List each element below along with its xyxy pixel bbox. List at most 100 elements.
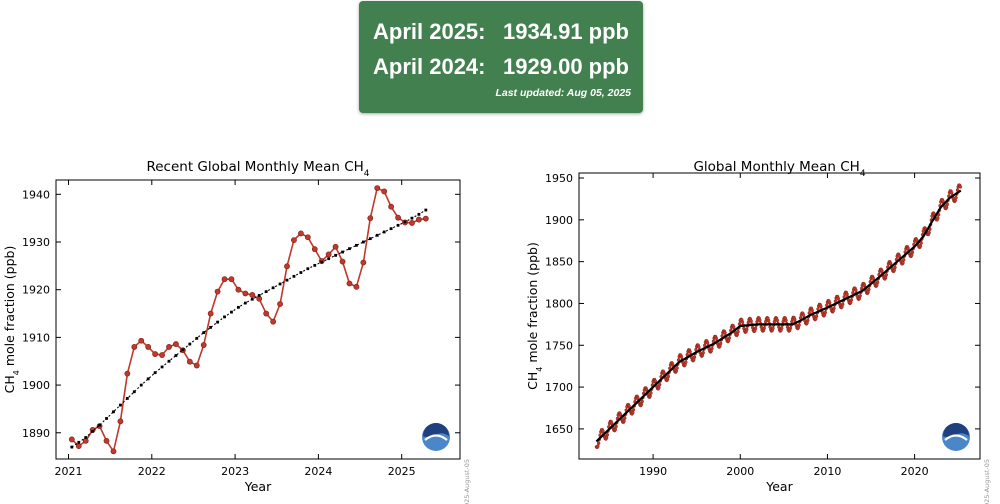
- trend-point: [84, 436, 88, 439]
- monthly-mean-point: [806, 318, 810, 323]
- monthly-mean-point: [858, 294, 862, 298]
- y-tick-label: 1850: [545, 256, 573, 269]
- trend-point: [306, 267, 310, 271]
- trend-point: [299, 271, 303, 274]
- monthly-mean-point: [193, 362, 200, 369]
- monthly-mean-point: [214, 288, 221, 295]
- monthly-mean-point: [675, 366, 679, 370]
- monthly-mean-point: [892, 268, 896, 272]
- chart-title-subscript: 4: [364, 169, 370, 179]
- trend-point: [119, 403, 122, 407]
- trend-point: [105, 417, 108, 420]
- x-tick-label: 1990: [639, 465, 667, 478]
- y-axis-label: CH4 mole fraction (ppb): [525, 242, 544, 390]
- trend-point: [237, 305, 240, 309]
- trend-point: [209, 325, 213, 329]
- monthly-mean-point: [665, 377, 670, 381]
- x-tick-label: 2024: [304, 465, 332, 478]
- monthly-mean-point: [902, 258, 906, 262]
- trend-point: [77, 440, 81, 444]
- monthly-mean-point: [605, 433, 610, 437]
- noaa-logo-sky: [943, 423, 969, 438]
- y-axis-label-text: mole fraction (ppb): [525, 242, 540, 366]
- x-tick-label: 2010: [813, 465, 841, 478]
- monthly-mean-point: [801, 313, 806, 317]
- y-tick-label: 1940: [22, 188, 50, 201]
- monthly-mean-point: [692, 355, 697, 359]
- monthly-mean-point: [639, 402, 644, 407]
- monthly-mean-point: [622, 419, 626, 423]
- y-tick-label: 1950: [545, 172, 573, 185]
- monthly-mean-point: [684, 360, 688, 364]
- trend-point: [327, 257, 331, 261]
- date-stamp: 2025-August-05: [463, 459, 471, 504]
- monthly-mean-point: [727, 336, 732, 340]
- monthly-mean-point: [666, 374, 671, 379]
- latest-value-banner: April 2025: 1934.91 ppb April 2024: 1929…: [359, 1, 643, 113]
- monthly-mean-point: [755, 320, 759, 324]
- chart-title-text: Global Monthly Mean CH: [693, 159, 859, 175]
- monthly-mean-point: [242, 290, 249, 297]
- monthly-mean-point: [701, 351, 705, 355]
- monthly-mean-point: [152, 351, 159, 357]
- y-axis-label-text: CH: [525, 372, 540, 390]
- monthly-mean-point: [849, 298, 854, 302]
- trend-point: [125, 397, 129, 400]
- monthly-mean-point: [910, 253, 914, 257]
- monthly-mean-point: [75, 443, 82, 450]
- monthly-mean-point: [945, 202, 950, 207]
- trend-point: [153, 371, 157, 375]
- trend-point: [410, 216, 414, 220]
- monthly-mean-point: [779, 326, 784, 330]
- monthly-mean-point: [124, 370, 131, 377]
- monthly-mean-point: [138, 337, 145, 344]
- y-tick-label: 1910: [22, 331, 50, 344]
- monthly-mean-point: [949, 191, 954, 195]
- monthly-mean-line: [71, 186, 426, 454]
- monthly-mean-point: [762, 326, 766, 330]
- current-month-value: 1934.91 ppb: [503, 19, 629, 44]
- monthly-mean-point: [688, 350, 692, 354]
- monthly-mean-point: [614, 424, 618, 429]
- monthly-mean-point: [649, 391, 653, 395]
- trend-point: [91, 429, 95, 433]
- monthly-mean-point: [339, 258, 346, 265]
- trend-point: [167, 359, 171, 363]
- trend-point: [361, 240, 365, 244]
- monthly-mean-point: [788, 326, 793, 330]
- trend-point: [341, 250, 344, 254]
- monthly-mean-point: [893, 265, 897, 270]
- trend-point: [375, 233, 379, 237]
- monthly-mean-point: [841, 302, 845, 306]
- monthly-mean-point: [270, 318, 277, 325]
- monthly-mean-point: [277, 301, 283, 307]
- monthly-mean-point: [374, 185, 381, 192]
- trend-point: [389, 227, 393, 231]
- trend-point: [334, 253, 337, 257]
- trend-point: [112, 410, 115, 414]
- monthly-mean-point: [866, 290, 870, 294]
- previous-year-label: April 2024:: [373, 54, 486, 79]
- trend-point: [181, 348, 185, 352]
- trend-point: [223, 315, 226, 319]
- trend-point: [160, 365, 164, 369]
- monthly-mean-point: [784, 318, 788, 323]
- monthly-mean-point: [325, 251, 332, 258]
- monthly-mean-point: [82, 437, 89, 444]
- recent-ch4-chart: 2021 2022 2023 2024 2025 1890 1900 1910 1920 1930…: [2, 159, 471, 504]
- trend-point: [146, 377, 150, 381]
- monthly-mean-point: [623, 416, 627, 420]
- monthly-mean-point: [596, 441, 601, 445]
- trend-point: [355, 243, 358, 247]
- monthly-mean-point: [381, 188, 388, 195]
- monthly-mean-point: [332, 243, 339, 250]
- noaa-logo: [942, 423, 970, 451]
- monthly-mean-point: [388, 203, 395, 210]
- y-tick-label: 1920: [22, 284, 50, 297]
- monthly-mean-point: [798, 316, 803, 320]
- x-tick-label: 2022: [138, 465, 166, 478]
- y-tick-label: 1750: [545, 339, 573, 352]
- monthly-mean-point: [186, 358, 193, 365]
- monthly-mean-point: [836, 296, 841, 301]
- monthly-mean-point: [415, 216, 422, 223]
